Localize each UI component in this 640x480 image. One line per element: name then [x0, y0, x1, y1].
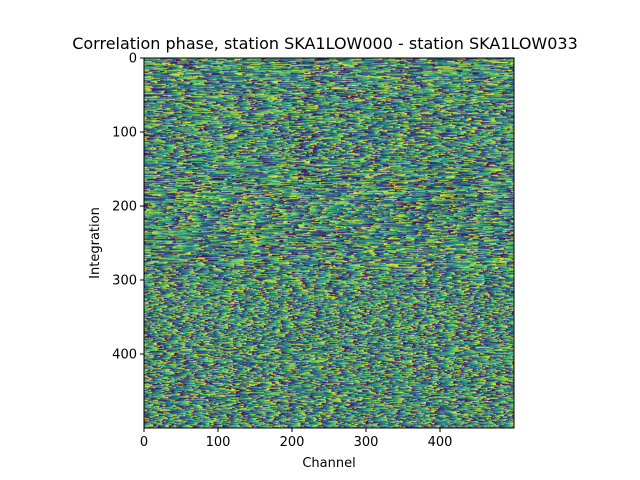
- y-tick-label: 400: [112, 348, 137, 363]
- heatmap-image: [144, 58, 514, 428]
- y-axis-label: Integration: [88, 207, 103, 279]
- x-tick-label: 400: [428, 435, 453, 450]
- x-tick-label: 0: [140, 435, 148, 450]
- chart-title: Correlation phase, station SKA1LOW000 - …: [72, 34, 578, 53]
- x-tick-label: 100: [206, 435, 231, 450]
- y-tick-label: 200: [112, 200, 137, 215]
- y-tick-label: 300: [112, 274, 137, 289]
- plot-area: [143, 57, 515, 429]
- x-axis-label: Channel: [302, 456, 355, 471]
- x-tick-label: 300: [354, 435, 379, 450]
- y-tick-label: 0: [129, 52, 137, 67]
- plot-frame: [143, 57, 515, 429]
- x-axis: 0 100 200 300 400: [140, 428, 453, 450]
- x-tick-label: 200: [280, 435, 305, 450]
- y-axis: 0 100 200 300 400: [112, 52, 144, 363]
- y-tick-label: 100: [112, 126, 137, 141]
